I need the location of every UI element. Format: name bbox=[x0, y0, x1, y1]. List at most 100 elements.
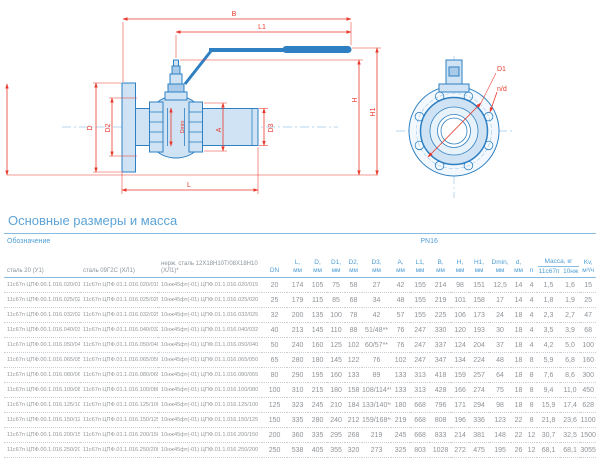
value-cell: 18 bbox=[511, 322, 527, 338]
value-cell: 196 bbox=[451, 412, 470, 428]
table-row: 11с67п ЦПФ.00.1.016.125/100 11с67п ЦПФ.0… bbox=[4, 397, 597, 413]
designation-cell: 10нж45фт(-01) ЦПФ.01.1.016.080/065 bbox=[158, 367, 263, 383]
value-cell: 32,5 bbox=[560, 427, 581, 443]
value-cell: 174 bbox=[287, 277, 309, 293]
value-cell: 1100 bbox=[580, 412, 597, 428]
value-cell: 1028 bbox=[430, 442, 452, 458]
value-cell: 57 bbox=[391, 307, 411, 323]
value-cell: 105 bbox=[308, 277, 328, 293]
value-cell: 204 bbox=[469, 337, 490, 353]
value-cell: 335 bbox=[287, 412, 309, 428]
designation-cell: 11с67п ЦПФ.01.1.016.125/100 bbox=[80, 397, 158, 413]
value-cell: 280 bbox=[308, 412, 328, 428]
value-cell: 418 bbox=[430, 367, 452, 383]
value-cell: 58 bbox=[345, 277, 363, 293]
value-cell: 7,6 bbox=[537, 367, 561, 383]
designation-cell: 10нж45фт(-01) ЦПФ.01.1.016.150/125 bbox=[158, 412, 263, 428]
value-cell: 22 bbox=[511, 412, 527, 428]
value-cell: 173 bbox=[469, 307, 490, 323]
value-cell: 159 bbox=[451, 367, 470, 383]
value-cell: 101 bbox=[451, 292, 470, 308]
column-header: L, мм bbox=[287, 248, 309, 278]
value-cell: 796 bbox=[430, 397, 452, 413]
value-cell: 100 bbox=[580, 337, 597, 353]
dim-label-H1: H1 bbox=[370, 107, 377, 116]
value-cell: 22 bbox=[511, 427, 527, 443]
value-cell: 4 bbox=[526, 307, 538, 323]
table-row: 11с67п ЦПФ.00.1.016.250/200 11с67п ЦПФ.0… bbox=[4, 442, 597, 458]
value-cell: 224 bbox=[469, 352, 490, 368]
value-cell: 122 bbox=[345, 352, 363, 368]
designation-cell: 11с67п ЦПФ.01.1.016.250/200 bbox=[80, 442, 158, 458]
value-cell: 325 bbox=[391, 442, 411, 458]
value-cell: 219 bbox=[362, 427, 392, 443]
value-cell: 75 bbox=[489, 382, 512, 398]
value-cell: 240 bbox=[327, 412, 346, 428]
value-cell: 833 bbox=[430, 427, 452, 443]
value-cell: 1,6 bbox=[560, 277, 581, 293]
value-cell: 214 bbox=[430, 277, 452, 293]
designation-cell: 10нж45фт(-01) ЦПФ.01.1.016.032/025 bbox=[158, 307, 263, 323]
value-cell: 280 bbox=[287, 352, 309, 368]
value-cell: 50 bbox=[262, 337, 288, 353]
value-cell: 310 bbox=[287, 382, 309, 398]
mass-header-label: Масса, кг bbox=[538, 258, 580, 267]
value-cell: 160 bbox=[580, 352, 597, 368]
mass-column-group-header: Масса, кг 11с67п 10нж bbox=[537, 248, 581, 278]
value-cell: 76 bbox=[391, 322, 411, 338]
value-cell: 76 bbox=[362, 352, 392, 368]
value-cell: 210 bbox=[327, 397, 346, 413]
designation-cell: 10нж45фт(-01) ЦПФ.01.1.016.200/150 bbox=[158, 427, 263, 443]
value-cell: 193 bbox=[469, 322, 490, 338]
value-cell: 313 bbox=[410, 367, 431, 383]
mass-subcolumn-10nzh: 10нж bbox=[563, 268, 579, 275]
designation-cell: 11с67п ЦПФ.01.1.016.150/125 bbox=[80, 412, 158, 428]
designation-cell: 11с67п ЦПФ.01.1.016.032/025 bbox=[80, 307, 158, 323]
table-row: 11с67п ЦПФ.00.1.016.150/125 11с67п ЦПФ.0… bbox=[4, 412, 597, 428]
value-cell: 158 bbox=[345, 382, 363, 398]
valve-front-view: D1 n/d bbox=[396, 56, 512, 198]
designation-cell: 10нж45фт(-01) ЦПФ.01.1.016.125/100 bbox=[158, 397, 263, 413]
value-cell: 268 bbox=[345, 427, 363, 443]
value-cell: 26 bbox=[511, 442, 527, 458]
pn-rating-header: PN16 bbox=[262, 233, 597, 248]
designation-cell: 11с67п ЦПФ.00.1.016.020/015 bbox=[4, 277, 80, 293]
value-cell: 180 bbox=[308, 352, 328, 368]
value-cell: 40 bbox=[262, 322, 288, 338]
value-cell: 195 bbox=[308, 367, 328, 383]
value-cell: 2,3 bbox=[537, 307, 561, 323]
table-row: 11с67п ЦПФ.00.1.016.200/150 11с67п ЦПФ.0… bbox=[4, 427, 597, 443]
designation-cell: 11с67п ЦПФ.01.1.016.040/032 bbox=[80, 322, 158, 338]
dim-label-B: B bbox=[232, 11, 237, 18]
value-cell: 65 bbox=[262, 352, 288, 368]
value-cell: 120 bbox=[451, 322, 470, 338]
designation-cell: 11с67п ЦПФ.01.1.016.050/040 bbox=[80, 337, 158, 353]
designation-cell: 11с67п ЦПФ.01.1.016.100/080 bbox=[80, 382, 158, 398]
value-cell: 219 bbox=[430, 292, 452, 308]
value-cell: 159/168** bbox=[362, 412, 392, 428]
dim-label-A: A bbox=[216, 127, 223, 132]
value-cell: 25 bbox=[580, 292, 597, 308]
value-cell: 360 bbox=[287, 427, 309, 443]
bolt-stack-right bbox=[188, 101, 203, 153]
value-cell: 247 bbox=[410, 322, 431, 338]
column-header: H1, мм bbox=[469, 248, 490, 278]
value-cell: 158 bbox=[469, 292, 490, 308]
value-cell: 5,9 bbox=[537, 352, 561, 368]
value-cell: 100 bbox=[327, 307, 346, 323]
value-cell: 133 bbox=[391, 382, 411, 398]
value-cell: 18 bbox=[511, 367, 527, 383]
column-header: d, мм bbox=[511, 248, 527, 278]
designation-cell: 11с67п ЦПФ.00.1.016.080/065 bbox=[4, 367, 80, 383]
value-cell: 148 bbox=[489, 427, 512, 443]
value-cell: 274 bbox=[469, 382, 490, 398]
value-cell: 115 bbox=[308, 292, 328, 308]
designation-cell: 11с67п ЦПФ.01.1.016.020/015 bbox=[80, 277, 158, 293]
value-cell: 48 bbox=[391, 292, 411, 308]
value-cell: 18 bbox=[511, 382, 527, 398]
designation-cell: 11с67п ЦПФ.00.1.016.032/025 bbox=[4, 307, 80, 323]
value-cell: 4 bbox=[526, 337, 538, 353]
value-cell: 133/140** bbox=[362, 397, 392, 413]
value-cell: 8 bbox=[526, 367, 538, 383]
